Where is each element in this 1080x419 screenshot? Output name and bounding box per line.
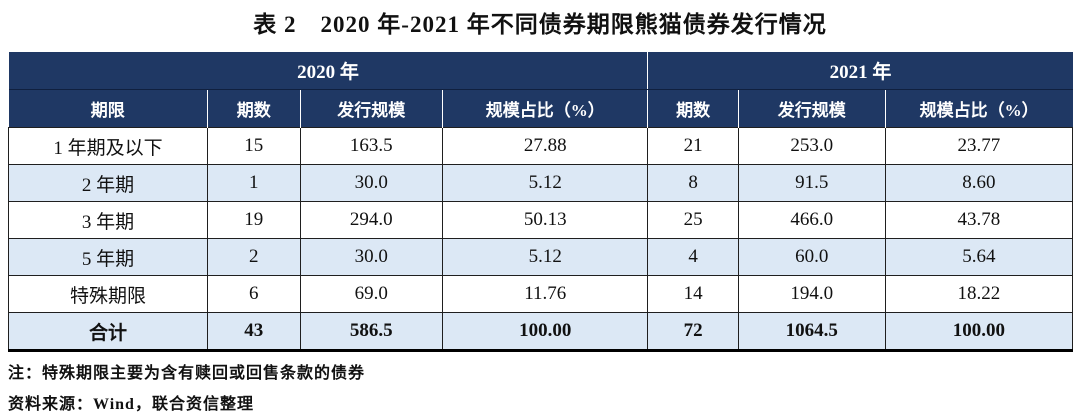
table-cell: 25: [647, 201, 739, 239]
table-cell: 43: [206, 312, 301, 352]
table-cell: 60.0: [737, 238, 886, 276]
table-cell: 21: [647, 127, 739, 165]
table-cell: 100.00: [442, 312, 649, 352]
table-cell: 2: [206, 238, 301, 276]
table-cell: 1064.5: [737, 312, 886, 352]
table-row: 2 年期 1 30.0 5.12 8 91.5 8.60: [8, 164, 1074, 202]
column-header-count-2020: 期数: [206, 89, 301, 128]
table-cell: 194.0: [737, 275, 886, 313]
table-cell: 8: [647, 164, 739, 202]
table-cell: 30.0: [299, 164, 444, 202]
table-cell: 163.5: [299, 127, 444, 165]
table-cell: 15: [206, 127, 301, 165]
year-header-row: 2020 年 2021 年: [8, 52, 1073, 90]
column-header-scale-2021: 发行规模: [737, 89, 886, 128]
column-header-count-2021: 期数: [647, 89, 739, 128]
column-header-scale-2020: 发行规模: [299, 89, 443, 128]
table-cell: 18.22: [884, 275, 1074, 313]
table-cell: 6: [206, 275, 301, 313]
column-header-share-2021: 规模占比（%）: [884, 89, 1073, 128]
table-cell: 253.0: [737, 127, 886, 165]
table-cell: 8.60: [884, 164, 1074, 202]
table-cell: 特殊期限: [8, 275, 208, 313]
table-cell: 11.76: [442, 275, 649, 313]
table-cell: 91.5: [737, 164, 886, 202]
table-cell: 72: [647, 312, 739, 352]
table-cell: 14: [647, 275, 739, 313]
table-cell: 30.0: [299, 238, 444, 276]
table-cell: 1 年期及以下: [8, 127, 208, 165]
table-cell: 294.0: [299, 201, 444, 239]
table-cell: 100.00: [884, 312, 1074, 352]
source-note: 资料来源：Wind，联合资信整理: [8, 396, 254, 413]
table-row-total: 合计 43 586.5 100.00 72 1064.5 100.00: [8, 312, 1074, 352]
year-header-2021: 2021 年: [647, 52, 1073, 90]
table-cell: 2 年期: [8, 164, 208, 202]
table-row: 1 年期及以下 15 163.5 27.88 21 253.0 23.77: [8, 127, 1074, 165]
table-cell: 23.77: [884, 127, 1074, 165]
table-cell: 5.64: [884, 238, 1074, 276]
page-title: 表 2 2020 年-2021 年不同债券期限熊猫债券发行情况: [253, 12, 827, 37]
table-cell: 27.88: [442, 127, 649, 165]
table-cell: 43.78: [884, 201, 1074, 239]
table-cell: 4: [647, 238, 739, 276]
table-row: 3 年期 19 294.0 50.13 25 466.0 43.78: [8, 201, 1074, 239]
table-cell: 5.12: [442, 164, 649, 202]
column-header-maturity: 期限: [8, 89, 208, 128]
table-cell: 5 年期: [8, 238, 208, 276]
bond-issuance-table: 2020 年 2021 年 期限 期数 发行规模 规模占比（%） 期数 发行规模…: [8, 52, 1074, 352]
table-row: 特殊期限 6 69.0 11.76 14 194.0 18.22: [8, 275, 1074, 313]
table-cell: 1: [206, 164, 301, 202]
table-cell: 5.12: [442, 238, 649, 276]
column-header-row: 期限 期数 发行规模 规模占比（%） 期数 发行规模 规模占比（%）: [8, 89, 1073, 128]
table-cell: 466.0: [737, 201, 886, 239]
column-header-share-2020: 规模占比（%）: [442, 89, 648, 128]
table-cell: 19: [206, 201, 301, 239]
table-cell: 50.13: [442, 201, 649, 239]
table-cell: 合计: [8, 312, 208, 352]
table-cell: 586.5: [299, 312, 444, 352]
table-cell: 69.0: [299, 275, 444, 313]
year-header-2020: 2020 年: [8, 52, 648, 90]
table-row: 5 年期 2 30.0 5.12 4 60.0 5.64: [8, 238, 1074, 276]
footnote: 注：特殊期限主要为含有赎回或回售条款的债券: [8, 365, 366, 382]
table-cell: 3 年期: [8, 201, 208, 239]
